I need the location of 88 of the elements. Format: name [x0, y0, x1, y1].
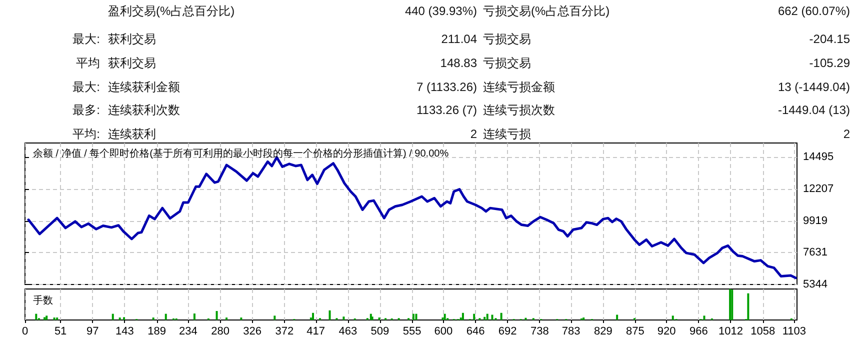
bar	[491, 314, 494, 320]
bar	[616, 314, 618, 320]
text: 2	[842, 126, 850, 143]
text: 亏损交易(%占总百分比)	[483, 3, 611, 20]
bar	[123, 317, 126, 320]
x-tick-label: 326	[243, 326, 262, 338]
x-tick-label: 1012	[718, 326, 743, 338]
x-tick-label: 1103	[782, 326, 806, 338]
x-tick-label: 555	[402, 326, 422, 338]
text: 13 (-1449.04)	[776, 79, 850, 96]
text: -1449.04 (13)	[776, 102, 850, 119]
x-tick-label: 1058	[750, 326, 776, 338]
text: 1133.26 (7)	[416, 102, 477, 119]
x-tick-label: 234	[179, 326, 198, 338]
y-tick-label: 5344	[803, 278, 828, 290]
x-tick-label: 783	[562, 326, 580, 338]
bar	[444, 314, 446, 320]
bar	[486, 314, 488, 320]
x-tick-label: 280	[211, 326, 230, 338]
bar	[703, 316, 706, 320]
x-tick-label: 51	[54, 326, 67, 338]
x-tick-label: 920	[657, 326, 676, 338]
x-tick-label: 875	[626, 326, 644, 338]
bar	[500, 312, 502, 320]
x-tick-label: 417	[306, 326, 325, 338]
x-tick-label: 692	[498, 326, 517, 338]
bar	[371, 316, 374, 320]
bar	[112, 314, 114, 320]
bar	[46, 316, 48, 320]
text: 连续亏损金额	[483, 79, 556, 96]
x-tick-label: 143	[116, 326, 134, 338]
bar	[35, 314, 38, 320]
text: 余额 / 净值 / 每个即时价格(基于所有可利用的最小时段的每一个价格的分形插值计算) / 90.00%	[33, 148, 449, 160]
text: 最大:	[72, 79, 100, 96]
text: 连续亏损次数	[483, 102, 556, 119]
y-tick-label: 12207	[803, 182, 834, 195]
x-tick-label: 509	[370, 326, 390, 338]
x-tick-label: 646	[466, 326, 485, 338]
bar	[164, 314, 167, 320]
text: 最多:	[72, 102, 100, 119]
text: 亏损交易	[483, 55, 532, 72]
text: 连续获利次数	[108, 102, 181, 119]
text: 平均:	[72, 126, 100, 143]
bar	[412, 314, 414, 320]
bar	[274, 316, 276, 320]
bar	[747, 293, 750, 320]
x-tick-label: 189	[148, 326, 166, 338]
x-tick-label: 97	[86, 326, 99, 338]
text: 平均	[75, 55, 100, 72]
text: 662 (60.07%)	[776, 3, 850, 20]
text: 211.04	[440, 31, 477, 48]
bar	[672, 316, 674, 320]
text: 亏损交易	[483, 31, 532, 48]
y-tick-label: 14495	[803, 151, 834, 163]
text: 盈利交易(%占总百分比)	[108, 3, 236, 20]
bar	[462, 312, 464, 320]
bar	[731, 290, 734, 320]
text: 148.83	[439, 55, 477, 72]
bar	[328, 310, 331, 320]
bar	[342, 316, 345, 320]
bar	[312, 312, 314, 320]
bar	[216, 311, 218, 320]
text: 2	[469, 126, 477, 143]
x-tick-label: 600	[434, 326, 453, 338]
x-tick-label: 966	[689, 326, 708, 338]
text: -105.29	[808, 55, 850, 72]
y-axis-title: 手数	[33, 294, 53, 306]
text: 440 (39.93%)	[404, 3, 477, 20]
x-tick-label: 738	[530, 326, 549, 338]
text: 获利交易	[108, 31, 157, 48]
text: 获利交易	[108, 55, 157, 72]
x-tick-label: 463	[338, 326, 358, 338]
bar	[44, 317, 46, 320]
text: 最大:	[72, 31, 100, 48]
bar	[484, 316, 486, 320]
x-tick-label: 0	[22, 326, 28, 338]
text: -204.15	[808, 31, 850, 48]
y-tick-label: 9919	[803, 214, 828, 227]
text: 连续获利	[108, 126, 157, 143]
x-tick-label: 372	[275, 326, 294, 338]
x-tick-label: 829	[594, 326, 612, 338]
y-tick-label: 7631	[803, 246, 828, 259]
text: 连续获利金额	[108, 79, 181, 96]
bar	[473, 314, 476, 320]
bar	[415, 314, 418, 320]
text: 连续亏损	[483, 126, 532, 143]
text: 7 (1133.26)	[416, 79, 477, 96]
bar	[193, 313, 196, 320]
